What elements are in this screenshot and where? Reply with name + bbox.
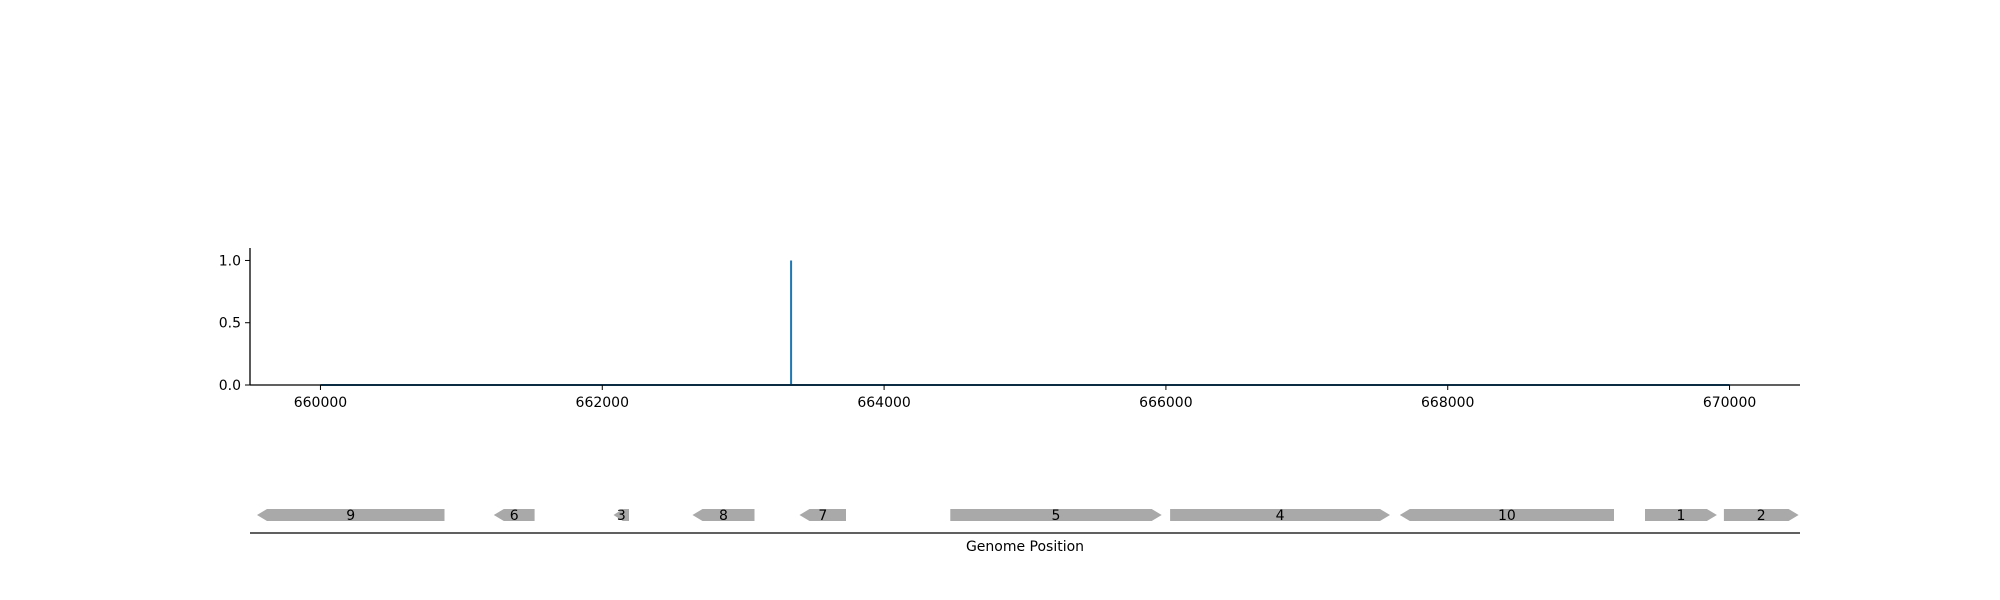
gene-arrow-7 [799, 509, 846, 521]
gene-label-2: 2 [1757, 508, 1766, 524]
y-tick-label: 1.0 [219, 253, 241, 269]
gene-label-7: 7 [818, 508, 827, 524]
gene-arrow-4 [1170, 509, 1390, 521]
gene-arrow-10 [1399, 509, 1614, 521]
gene-label-8: 8 [719, 508, 728, 524]
gene-arrow-8 [692, 509, 755, 521]
gene-track-x-label: Genome Position [966, 539, 1084, 555]
x-tick-label: 666000 [1139, 395, 1192, 411]
gene-features: 9 6 3 8 7 5 4 10 1 2 [257, 508, 1799, 524]
coverage-x-ticks: 660000 662000 664000 666000 668000 670000 [294, 385, 1756, 411]
x-tick-label: 664000 [857, 395, 910, 411]
y-tick-label: 0.0 [219, 378, 241, 394]
coverage-series [320, 260, 1730, 386]
gene-label-9: 9 [346, 508, 355, 524]
gene-label-4: 4 [1276, 508, 1285, 524]
x-tick-label: 662000 [576, 395, 629, 411]
gene-label-10: 10 [1498, 508, 1516, 524]
y-tick-label: 0.5 [219, 316, 241, 332]
gene-label-1: 1 [1676, 508, 1685, 524]
gene-arrow-6 [493, 509, 535, 521]
gene-label-3: 3 [617, 508, 626, 524]
x-tick-label: 670000 [1703, 395, 1756, 411]
coverage-y-ticks: 0.0 0.5 1.0 [219, 253, 250, 394]
gene-arrow-1 [1645, 509, 1717, 521]
gene-track: 9 6 3 8 7 5 4 10 1 2 Genome Position [250, 508, 1800, 555]
gene-arrow-9 [257, 509, 445, 521]
coverage-series-line [320, 260, 1730, 386]
gene-arrow-5 [950, 509, 1162, 521]
gene-label-6: 6 [510, 508, 519, 524]
x-tick-label: 668000 [1421, 395, 1474, 411]
gene-label-5: 5 [1052, 508, 1061, 524]
gene-arrow-3 [613, 509, 629, 521]
gene-arrow-2 [1723, 509, 1799, 521]
coverage-axes [249, 248, 1800, 386]
coverage-plot: 660000 662000 664000 666000 668000 670000 0.0… [219, 248, 1800, 411]
x-tick-label: 660000 [294, 395, 347, 411]
